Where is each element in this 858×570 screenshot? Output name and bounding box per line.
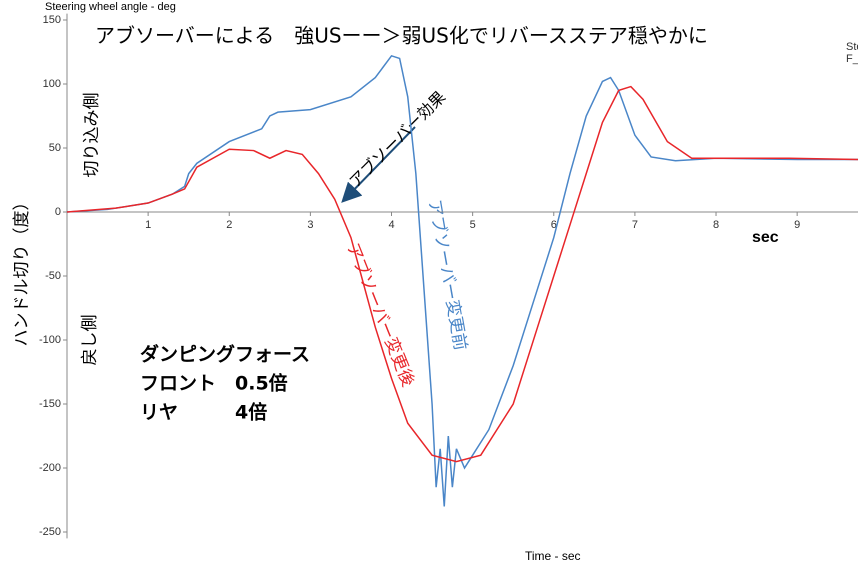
arrow bbox=[341, 126, 416, 203]
chart-title: アブソーバーによる 強USーー＞弱US化でリバースステア穏やかに bbox=[95, 24, 708, 48]
legend-fragment: F_ bbox=[846, 53, 858, 65]
y-tick-label: 0 bbox=[55, 206, 61, 218]
x-tick-label: 9 bbox=[794, 219, 800, 231]
annotation: アブソーバー変更後 bbox=[342, 240, 419, 390]
x-tick-label: 1 bbox=[145, 219, 151, 231]
x-axis-label: Time - sec bbox=[525, 549, 581, 563]
y-tick-label: 50 bbox=[49, 142, 61, 154]
x-tick-label: 5 bbox=[470, 219, 476, 231]
legend-fragment: Ste bbox=[846, 41, 858, 53]
annotation: ハンドル切り（度） bbox=[12, 194, 32, 347]
data-line bbox=[66, 85, 858, 463]
annotation: ダンピングフォース bbox=[140, 343, 310, 366]
annotation: アブソーバー変更前 bbox=[424, 198, 471, 352]
x-tick-label: 2 bbox=[226, 219, 232, 231]
x-tick-label: 4 bbox=[388, 219, 394, 231]
y-tick-label: -200 bbox=[39, 462, 61, 474]
x-tick-label: 8 bbox=[713, 219, 719, 231]
y-tick-label: -250 bbox=[39, 526, 61, 538]
data-line bbox=[66, 54, 858, 507]
y-tick-label: 150 bbox=[43, 14, 61, 26]
annotation: 戻し側 bbox=[80, 315, 100, 366]
annotation: フロント 0.5倍 bbox=[140, 372, 288, 395]
y-tick-label: -100 bbox=[39, 334, 61, 346]
y-tick-label: -150 bbox=[39, 398, 61, 410]
x-tick-label: 6 bbox=[551, 219, 557, 231]
y-tick-label: -50 bbox=[45, 270, 61, 282]
x-unit: sec bbox=[752, 229, 779, 246]
annotation: アブソーバー効果 bbox=[345, 87, 449, 191]
y-tick-label: 100 bbox=[43, 78, 61, 90]
x-tick-label: 3 bbox=[307, 219, 313, 231]
x-tick-label: 7 bbox=[632, 219, 638, 231]
annotation: 切り込み側 bbox=[82, 93, 102, 178]
annotation: リヤ 4倍 bbox=[140, 401, 267, 424]
y-axis-label: Steering wheel angle - deg bbox=[45, 1, 176, 13]
